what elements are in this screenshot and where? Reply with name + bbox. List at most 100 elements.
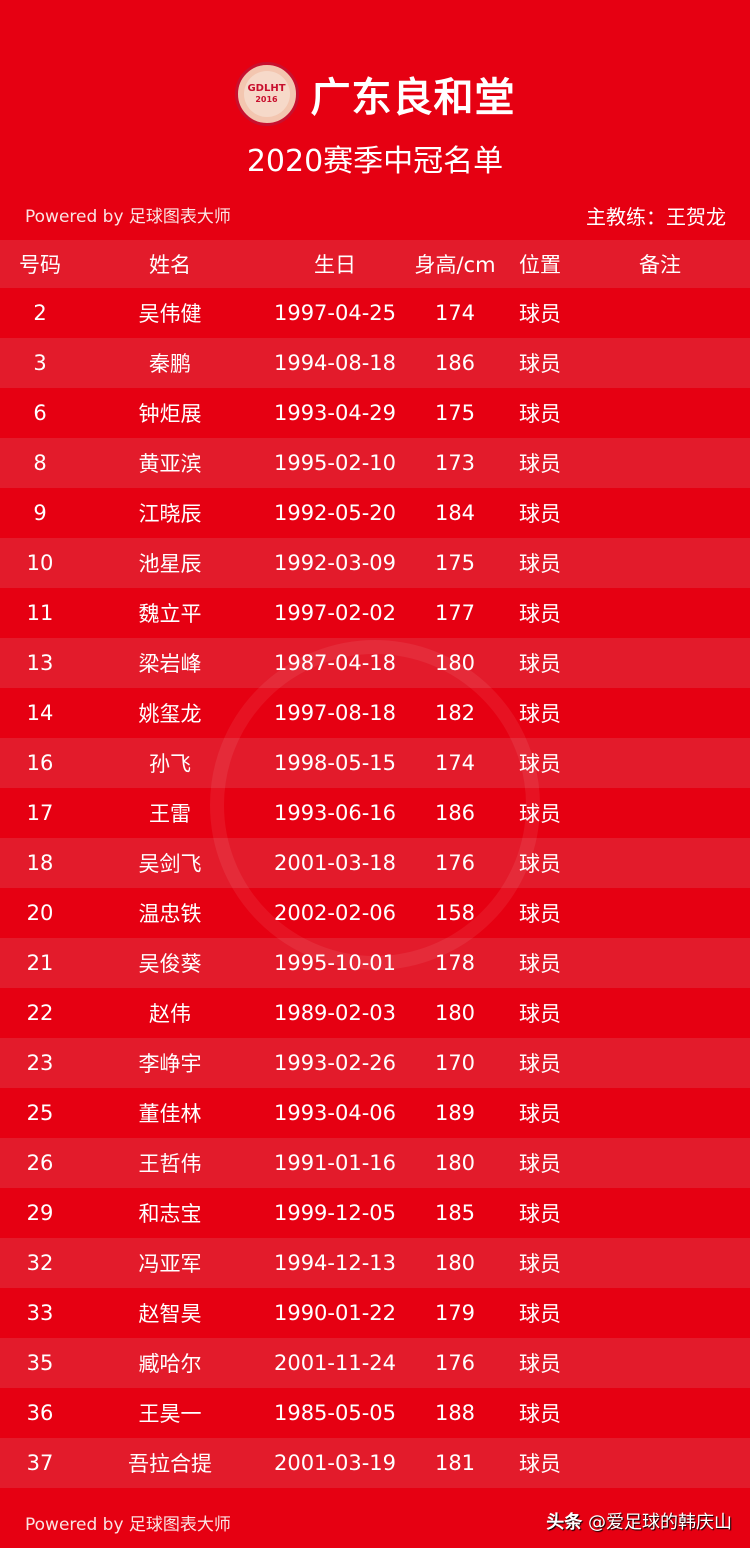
cell-height: 177 (434, 601, 476, 625)
cell-position: 球员 (519, 1402, 561, 1426)
cell-birthday: 1997-02-02 (273, 601, 397, 625)
powered-by: Powered by 足球图表大师 (25, 207, 231, 227)
cell-name: 赵智昊 (138, 1302, 202, 1326)
cell-name: 董佳林 (138, 1102, 202, 1126)
cell-name: 冯亚军 (138, 1252, 202, 1276)
cell-height: 174 (434, 751, 476, 775)
cell-name: 吴剑飞 (138, 852, 202, 876)
table-row: 8 黄亚滨 1995-02-10 173 球员 (0, 438, 750, 488)
table-row: 3 秦鹏 1994-08-18 186 球员 (0, 338, 750, 388)
table-row: 35 臧哈尔 2001-11-24 176 球员 (0, 1338, 750, 1388)
table-row: 23 李峥宇 1993-02-26 170 球员 (0, 1038, 750, 1088)
cell-birthday: 1997-04-25 (273, 301, 397, 325)
cell-name: 吴俊葵 (138, 952, 202, 976)
cell-position: 球员 (519, 502, 561, 526)
source-brand: 头条 (546, 1512, 583, 1533)
cell-birthday: 1993-04-29 (273, 401, 397, 425)
cell-birthday: 1985-05-05 (273, 1401, 397, 1425)
cell-number: 16 (26, 751, 54, 775)
cell-birthday: 1998-05-15 (273, 751, 397, 775)
cell-position: 球员 (519, 1452, 561, 1476)
table-row: 20 温忠铁 2002-02-06 158 球员 (0, 888, 750, 938)
header: GDLHT 2016 广东良和堂 2020赛季中冠名单 Powered by 足… (0, 0, 750, 240)
cell-number: 14 (26, 701, 54, 725)
column-header-birthday: 生日 (314, 253, 356, 277)
cell-number: 2 (33, 301, 47, 325)
cell-height: 173 (434, 451, 476, 475)
source-handle: @爱足球的韩庆山 (588, 1512, 732, 1533)
cell-number: 37 (26, 1451, 54, 1475)
cell-name: 魏立平 (138, 602, 202, 626)
cell-position: 球员 (519, 1202, 561, 1226)
footer: Powered by 足球图表大师 头条 @爱足球的韩庆山 (0, 1488, 750, 1548)
table-row: 9 江晓辰 1992-05-20 184 球员 (0, 488, 750, 538)
cell-height: 182 (434, 701, 476, 725)
cell-position: 球员 (519, 852, 561, 876)
cell-position: 球员 (519, 802, 561, 826)
club-name: 广东良和堂 (310, 75, 516, 121)
cell-height: 180 (434, 1251, 476, 1275)
roster-table: 2 吴伟健 1997-04-25 174 球员 3 秦鹏 1994-08-18 186 球员 6 钟炬… (0, 288, 750, 1488)
table-row: 36 王昊一 1985-05-05 188 球员 (0, 1388, 750, 1438)
logo-text: GDLHT (247, 83, 286, 95)
cell-name: 臧哈尔 (138, 1352, 202, 1376)
cell-birthday: 1987-04-18 (273, 651, 397, 675)
cell-number: 10 (26, 551, 54, 575)
column-header-number: 号码 (19, 253, 61, 277)
column-header-name: 姓名 (149, 253, 191, 277)
cell-position: 球员 (519, 702, 561, 726)
cell-height: 180 (434, 1151, 476, 1175)
cell-number: 3 (33, 351, 47, 375)
table-row: 11 魏立平 1997-02-02 177 球员 (0, 588, 750, 638)
cell-number: 18 (26, 851, 54, 875)
table-row: 14 姚玺龙 1997-08-18 182 球员 (0, 688, 750, 738)
cell-height: 158 (434, 901, 476, 925)
cell-name: 李峥宇 (138, 1052, 202, 1076)
cell-birthday: 2001-03-19 (273, 1451, 397, 1475)
cell-name: 温忠铁 (138, 902, 202, 926)
cell-birthday: 1989-02-03 (273, 1001, 397, 1025)
page-title: 2020赛季中冠名单 (246, 144, 504, 179)
table-row: 6 钟炬展 1993-04-29 175 球员 (0, 388, 750, 438)
cell-height: 185 (434, 1201, 476, 1225)
cell-birthday: 1993-02-26 (273, 1051, 397, 1075)
cell-number: 23 (26, 1051, 54, 1075)
column-header-note: 备注 (639, 253, 681, 277)
cell-name: 江晓辰 (138, 502, 202, 526)
cell-number: 22 (26, 1001, 54, 1025)
cell-number: 11 (26, 601, 54, 625)
cell-number: 36 (26, 1401, 54, 1425)
cell-number: 6 (33, 401, 47, 425)
cell-birthday: 1990-01-22 (273, 1301, 397, 1325)
cell-number: 17 (26, 801, 54, 825)
table-row: 26 王哲伟 1991-01-16 180 球员 (0, 1138, 750, 1188)
cell-number: 29 (26, 1201, 54, 1225)
cell-name: 姚玺龙 (138, 702, 202, 726)
cell-birthday: 1993-06-16 (273, 801, 397, 825)
cell-birthday: 1995-10-01 (273, 951, 397, 975)
cell-height: 174 (434, 301, 476, 325)
cell-birthday: 1992-05-20 (273, 501, 397, 525)
cell-position: 球员 (519, 1052, 561, 1076)
cell-number: 8 (33, 451, 47, 475)
cell-birthday: 2002-02-06 (273, 901, 397, 925)
cell-position: 球员 (519, 352, 561, 376)
logo-year: 2016 (255, 95, 278, 105)
table-row: 21 吴俊葵 1995-10-01 178 球员 (0, 938, 750, 988)
cell-number: 25 (26, 1101, 54, 1125)
cell-height: 175 (434, 401, 476, 425)
table-row: 37 吾拉合提 2001-03-19 181 球员 (0, 1438, 750, 1488)
cell-birthday: 1994-08-18 (273, 351, 397, 375)
table-row: 13 梁岩峰 1987-04-18 180 球员 (0, 638, 750, 688)
cell-number: 26 (26, 1151, 54, 1175)
cell-number: 13 (26, 651, 54, 675)
column-header-height: 身高/cm (414, 253, 496, 277)
table-row: 32 冯亚军 1994-12-13 180 球员 (0, 1238, 750, 1288)
cell-birthday: 1999-12-05 (273, 1201, 397, 1225)
cell-height: 180 (434, 651, 476, 675)
table-row: 10 池星辰 1992-03-09 175 球员 (0, 538, 750, 588)
table-row: 33 赵智昊 1990-01-22 179 球员 (0, 1288, 750, 1338)
cell-birthday: 1994-12-13 (273, 1251, 397, 1275)
cell-birthday: 1995-02-10 (273, 451, 397, 475)
cell-name: 钟炬展 (138, 402, 202, 426)
